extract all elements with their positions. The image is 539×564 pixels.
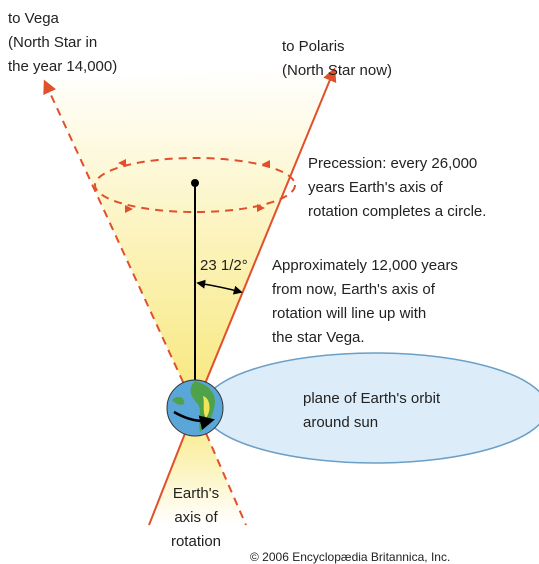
future-note: rotation will line up with xyxy=(272,305,426,322)
future-note: the star Vega. xyxy=(272,329,365,346)
vertical-dot xyxy=(191,179,199,187)
polaris-label: (North Star now) xyxy=(282,62,392,79)
precession-note: years Earth's axis of xyxy=(308,179,443,196)
future-note: Approximately 12,000 years xyxy=(272,257,458,274)
axis-label: axis of xyxy=(174,509,218,526)
orbit-label: plane of Earth's orbit xyxy=(303,390,441,407)
orbit-label: around sun xyxy=(303,414,378,431)
axis-label: Earth's xyxy=(173,485,219,502)
earth xyxy=(167,380,223,436)
orbit-plane xyxy=(203,353,539,463)
vega-label: to Vega xyxy=(8,10,60,27)
precession-note: Precession: every 26,000 xyxy=(308,155,477,172)
vega-label: the year 14,000) xyxy=(8,58,117,75)
copyright: © 2006 Encyclopædia Britannica, Inc. xyxy=(250,550,450,564)
precession-note: rotation completes a circle. xyxy=(308,203,486,220)
future-note: from now, Earth's axis of xyxy=(272,281,436,298)
polaris-label: to Polaris xyxy=(282,38,345,55)
axis-label: rotation xyxy=(171,533,221,550)
precession-cone xyxy=(45,68,335,408)
vega-label: (North Star in xyxy=(8,34,97,51)
angle-label: 23 1/2° xyxy=(200,257,248,274)
diagram: to Vega (North Star in the year 14,000) to … xyxy=(0,0,539,564)
